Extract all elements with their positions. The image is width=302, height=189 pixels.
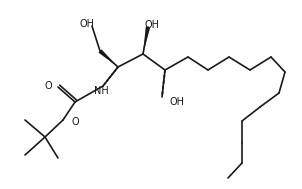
Text: OH: OH [170, 97, 185, 107]
Text: OH: OH [79, 19, 95, 29]
Text: O: O [44, 81, 52, 91]
Polygon shape [98, 49, 118, 67]
Text: OH: OH [144, 20, 159, 30]
Text: O: O [71, 117, 79, 127]
Polygon shape [143, 27, 150, 54]
Text: NH: NH [94, 86, 108, 96]
